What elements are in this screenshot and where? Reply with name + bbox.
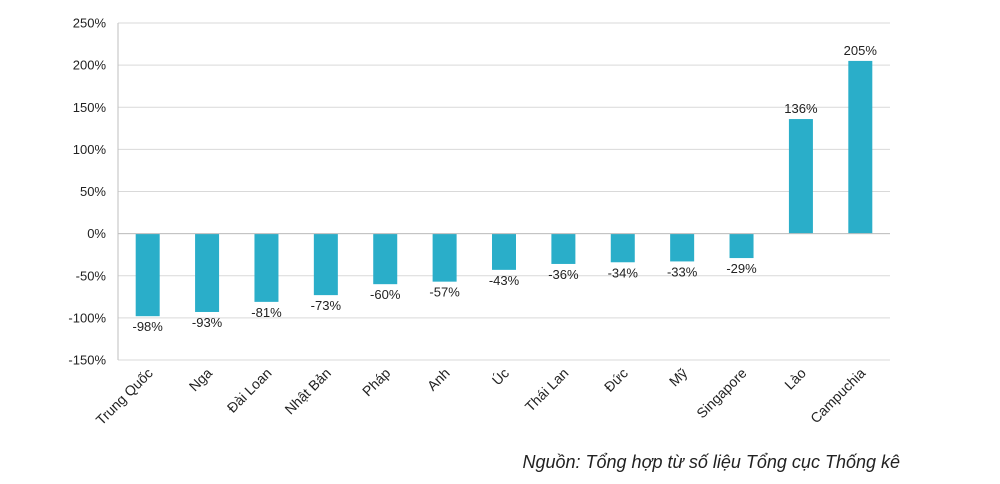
bar <box>492 233 516 270</box>
source-note: Nguồn: Tổng hợp từ số liệu Tổng cục Thốn… <box>522 452 900 472</box>
data-label: -60% <box>370 287 401 302</box>
x-tick-label: Úc <box>489 365 512 388</box>
data-label: -57% <box>429 285 460 300</box>
bar <box>551 233 576 264</box>
x-tick-label: Lào <box>781 365 809 393</box>
data-label: -36% <box>548 267 579 282</box>
data-label: 205% <box>844 43 878 58</box>
data-label: 136% <box>784 101 818 116</box>
x-tick-label: Nhật Bản <box>281 365 334 418</box>
data-label: -43% <box>489 273 520 288</box>
data-label: -93% <box>192 315 223 330</box>
x-tick-label: Đài Loan <box>224 365 275 416</box>
bar <box>135 233 160 317</box>
bar <box>313 233 338 296</box>
bar <box>848 60 873 234</box>
x-tick-label: Thái Lan <box>522 365 572 415</box>
y-tick-label: -100% <box>68 310 106 325</box>
data-label: -29% <box>726 261 757 276</box>
y-tick-label: 0% <box>87 226 106 241</box>
y-tick-label: 150% <box>73 100 107 115</box>
x-tick-label: Singapore <box>693 365 750 422</box>
y-tick-label: 50% <box>80 184 106 199</box>
y-tick-label: 250% <box>73 16 107 31</box>
x-tick-label: Mỹ <box>666 365 691 390</box>
data-label: -34% <box>608 265 639 280</box>
x-tick-label: Pháp <box>359 365 394 400</box>
y-tick-label: -150% <box>68 353 106 368</box>
data-label: -98% <box>133 319 164 334</box>
bar <box>788 119 813 234</box>
x-tick-label: Anh <box>424 365 453 394</box>
x-tick-label: Trung Quốc <box>93 365 156 428</box>
bar <box>729 233 754 259</box>
x-tick-label: Nga <box>186 365 216 395</box>
bar <box>195 233 220 312</box>
x-tick-label: Đức <box>601 365 631 395</box>
data-label: -73% <box>311 298 342 313</box>
bar <box>432 233 457 282</box>
bar <box>610 233 635 263</box>
y-tick-label: -50% <box>76 268 107 283</box>
data-label: -81% <box>251 305 282 320</box>
x-tick-label: Campuchia <box>807 365 869 427</box>
y-tick-label: 200% <box>73 58 107 73</box>
bar <box>373 233 398 285</box>
bar <box>670 233 695 262</box>
y-tick-label: 100% <box>73 142 107 157</box>
data-label: -33% <box>667 264 698 279</box>
bar <box>254 233 279 302</box>
